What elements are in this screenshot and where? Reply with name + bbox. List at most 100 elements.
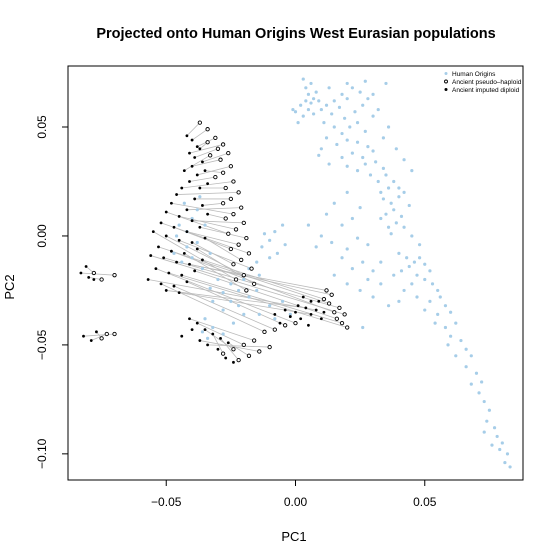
- connector-line: [184, 154, 211, 171]
- connector-line: [204, 170, 224, 174]
- pseudo-haploid-point: [220, 351, 226, 356]
- human-origins-point: [229, 282, 233, 286]
- imputed-diploid-point: [170, 249, 173, 253]
- imputed-diploid-point: [151, 230, 155, 234]
- human-origins-point: [337, 105, 342, 109]
- imputed-diploid-point: [314, 308, 318, 312]
- connector-line: [197, 322, 244, 346]
- connector-line: [199, 226, 247, 239]
- imputed-diploid-point: [201, 258, 204, 262]
- human-origins-point: [389, 201, 393, 205]
- human-origins-point: [449, 310, 453, 314]
- imputed-diploid-point: [167, 271, 171, 275]
- imputed-diploid-point: [164, 234, 168, 238]
- human-origins-point: [306, 223, 311, 227]
- human-origins-point: [410, 234, 414, 238]
- human-origins-point: [317, 153, 321, 157]
- human-origins-point: [203, 223, 207, 227]
- human-origins-point: [345, 190, 349, 194]
- human-origins-point: [208, 286, 212, 290]
- human-origins-point: [355, 140, 360, 144]
- pseudo-haploid-point: [197, 120, 202, 125]
- connector-line: [194, 148, 219, 158]
- human-origins-point: [446, 343, 450, 347]
- pseudo-haploid-point: [249, 266, 254, 271]
- human-origins-point: [392, 208, 396, 212]
- connector-line: [197, 165, 231, 176]
- human-origins-point: [379, 190, 383, 194]
- human-origins-point: [490, 443, 494, 447]
- connector-line: [228, 342, 250, 357]
- imputed-diploid-point: [216, 347, 220, 351]
- human-origins-point: [350, 267, 354, 271]
- imputed-diploid-point: [159, 221, 163, 225]
- imputed-diploid-point: [185, 134, 189, 138]
- connector-line: [155, 268, 296, 324]
- human-origins-point: [454, 321, 458, 325]
- human-origins-point: [412, 260, 417, 264]
- human-origins-point: [350, 86, 354, 90]
- connector-line: [192, 159, 221, 167]
- human-origins-point: [487, 408, 491, 412]
- human-origins-point: [327, 86, 331, 90]
- human-origins-point: [304, 86, 308, 90]
- human-origins-point: [275, 251, 280, 255]
- pseudo-haploid-point: [241, 220, 246, 226]
- imputed-diploid-point: [206, 343, 210, 347]
- human-origins-point: [247, 295, 251, 299]
- pseudo-haploid-point: [272, 327, 277, 332]
- pseudo-haploid-point: [231, 179, 236, 184]
- imputed-diploid-point: [149, 254, 153, 257]
- imputed-diploid-point: [159, 282, 163, 286]
- x-axis: −0.05 0.00 0.05: [151, 479, 437, 509]
- human-origins-point: [495, 434, 499, 439]
- human-origins-point: [335, 142, 339, 147]
- pseudo-haploid-point: [257, 349, 262, 354]
- human-origins-point: [361, 260, 365, 264]
- imputed-diploid-point: [198, 339, 202, 342]
- human-origins-point: [358, 206, 362, 210]
- human-origins-point: [361, 325, 365, 330]
- connector-line: [168, 272, 348, 328]
- pseudo-haploid-point: [233, 277, 239, 282]
- human-origins-point: [353, 110, 357, 114]
- human-origins-point: [301, 114, 305, 118]
- human-origins-point: [231, 321, 236, 325]
- imputed-diploid-point: [206, 182, 210, 186]
- human-origins-point: [379, 282, 383, 286]
- imputed-diploid-point: [195, 145, 199, 149]
- human-origins-point: [389, 232, 393, 236]
- human-origins-point: [407, 203, 411, 208]
- pseudo-haploid-point: [251, 338, 257, 343]
- connector-line: [186, 122, 201, 137]
- human-origins-point: [332, 99, 336, 103]
- human-origins-point: [464, 365, 468, 369]
- human-origins-point: [206, 336, 210, 340]
- human-origins-point: [430, 282, 435, 286]
- human-origins-point: [415, 273, 419, 277]
- human-origins-point: [361, 155, 365, 160]
- imputed-diploid-point: [162, 256, 166, 260]
- human-origins-point: [386, 186, 391, 190]
- human-origins-point: [371, 295, 375, 299]
- human-origins-point: [301, 77, 305, 81]
- pseudo-haploid-point: [239, 257, 244, 263]
- human-origins-point: [340, 131, 344, 136]
- human-origins-point: [327, 162, 331, 166]
- human-origins-point: [371, 92, 375, 96]
- human-origins-point: [319, 147, 323, 151]
- pseudo-haploid-point: [262, 329, 267, 334]
- pseudo-haploid-point: [233, 227, 239, 232]
- human-origins-point: [319, 234, 323, 238]
- legend-human-origins-marker: [444, 72, 448, 75]
- human-origins-point: [374, 160, 378, 164]
- human-origins-point: [195, 208, 199, 212]
- human-origins-point: [340, 223, 344, 227]
- imputed-diploid-point: [206, 212, 210, 216]
- connector-line: [202, 152, 229, 163]
- human-origins-point: [503, 460, 507, 465]
- pseudo-haploid-point: [104, 331, 109, 337]
- human-origins-point: [332, 125, 336, 129]
- pseudo-haploid-point: [213, 135, 218, 141]
- connector-line: [166, 235, 244, 276]
